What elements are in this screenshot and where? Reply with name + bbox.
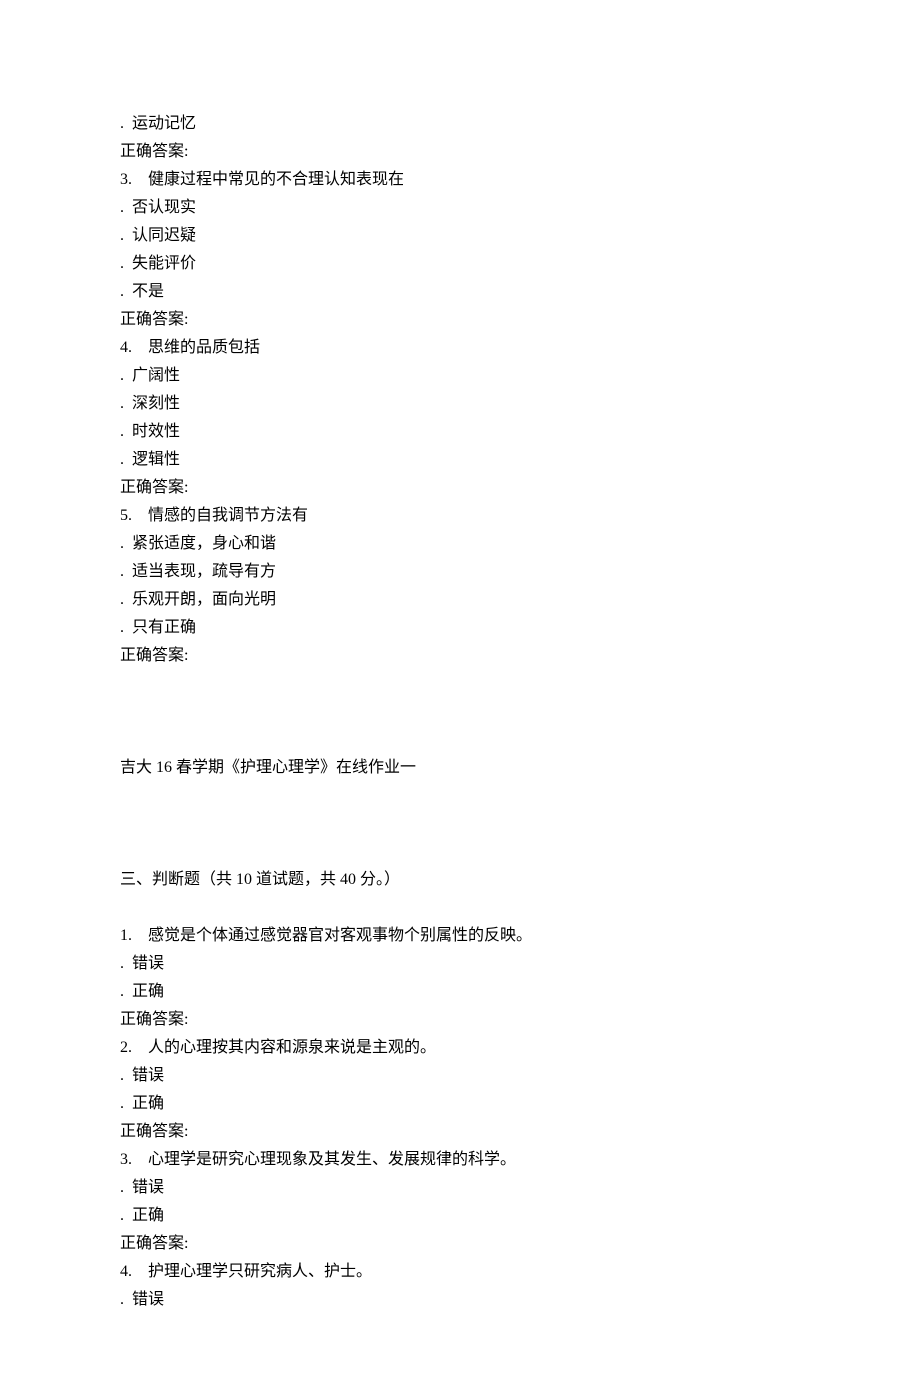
question-stem: 4. 护理心理学只研究病人、护士。 — [120, 1258, 800, 1286]
question-stem: 3. 健康过程中常见的不合理认知表现在 — [120, 166, 800, 194]
section-spacer — [120, 670, 800, 754]
question-stem: 5. 情感的自我调节方法有 — [120, 502, 800, 530]
option-text: . 紧张适度，身心和谐 — [120, 530, 800, 558]
course-title: 吉大 16 春学期《护理心理学》在线作业一 — [120, 754, 800, 782]
option-text: . 认同迟疑 — [120, 222, 800, 250]
option-text: . 错误 — [120, 950, 800, 978]
option-text: . 运动记忆 — [120, 110, 800, 138]
answer-label: 正确答案: — [120, 1006, 800, 1034]
section-spacer — [120, 894, 800, 922]
option-text: . 只有正确 — [120, 614, 800, 642]
option-text: . 错误 — [120, 1174, 800, 1202]
option-text: . 错误 — [120, 1062, 800, 1090]
answer-label: 正确答案: — [120, 474, 800, 502]
option-text: . 正确 — [120, 1202, 800, 1230]
option-text: . 时效性 — [120, 418, 800, 446]
option-text: . 失能评价 — [120, 250, 800, 278]
section-heading: 三、判断题（共 10 道试题，共 40 分。） — [120, 866, 800, 894]
option-text: . 广阔性 — [120, 362, 800, 390]
question-stem: 4. 思维的品质包括 — [120, 334, 800, 362]
option-text: . 逻辑性 — [120, 446, 800, 474]
option-text: . 正确 — [120, 1090, 800, 1118]
option-text: . 不是 — [120, 278, 800, 306]
option-text: . 乐观开朗，面向光明 — [120, 586, 800, 614]
option-text: . 否认现实 — [120, 194, 800, 222]
answer-label: 正确答案: — [120, 642, 800, 670]
question-stem: 1. 感觉是个体通过感觉器官对客观事物个别属性的反映。 — [120, 922, 800, 950]
option-text: . 错误 — [120, 1286, 800, 1314]
question-stem: 2. 人的心理按其内容和源泉来说是主观的。 — [120, 1034, 800, 1062]
option-text: . 正确 — [120, 978, 800, 1006]
question-stem: 3. 心理学是研究心理现象及其发生、发展规律的科学。 — [120, 1146, 800, 1174]
answer-label: 正确答案: — [120, 1118, 800, 1146]
option-text: . 深刻性 — [120, 390, 800, 418]
answer-label: 正确答案: — [120, 138, 800, 166]
option-text: . 适当表现，疏导有方 — [120, 558, 800, 586]
section-spacer — [120, 782, 800, 866]
answer-label: 正确答案: — [120, 306, 800, 334]
answer-label: 正确答案: — [120, 1230, 800, 1258]
